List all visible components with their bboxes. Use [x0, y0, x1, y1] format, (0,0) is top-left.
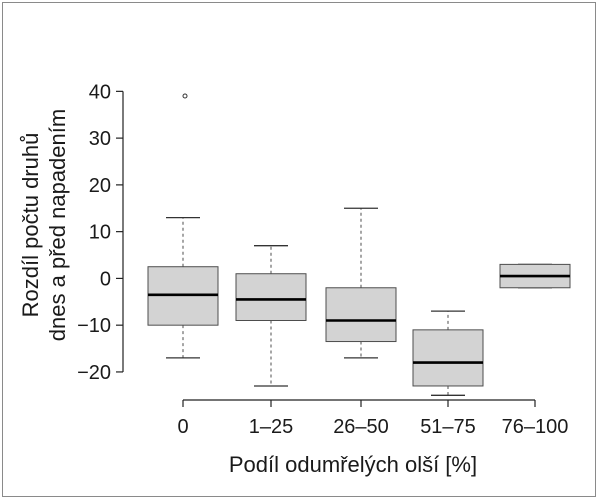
x-tick-label: 1–25: [249, 416, 294, 438]
boxes: [147, 93, 571, 396]
x-tick-label: 0: [177, 416, 188, 438]
outlier-point: [182, 93, 188, 99]
y-axis-title-line-1: Rozdíl počtu druhů: [18, 133, 43, 318]
box: [325, 287, 397, 343]
chart-frame: [2, 2, 596, 497]
y-axis-title: Rozdíl počtu druhů dnes a před napadením: [18, 109, 70, 341]
y-tick-label: 20: [89, 175, 111, 197]
y-tick-label: 30: [89, 128, 111, 150]
box-group: [412, 310, 484, 396]
x-axis: 0 1–25 26–50 51–75 76–100: [177, 399, 569, 438]
y-tick-label: 0: [100, 268, 111, 290]
y-tick-label: −10: [77, 315, 111, 337]
x-axis-title: Podíl odumřelých olší [%]: [229, 452, 477, 477]
box: [235, 273, 307, 321]
box-group: [235, 245, 307, 387]
y-tick-label: −20: [77, 362, 111, 384]
y-axis: −20 −10 0 10 20 30 40: [77, 81, 124, 384]
box-group: [147, 93, 219, 359]
box-group: [499, 263, 571, 289]
x-tick-label: 26–50: [333, 416, 389, 438]
box-group: [325, 207, 397, 359]
x-tick-label: 76–100: [502, 416, 569, 438]
y-tick-label: 10: [89, 222, 111, 244]
y-axis-title-line-2: dnes a před napadením: [45, 109, 70, 341]
x-tick-label: 51–75: [420, 416, 476, 438]
y-tick-label: 40: [89, 81, 111, 103]
box: [412, 329, 484, 387]
